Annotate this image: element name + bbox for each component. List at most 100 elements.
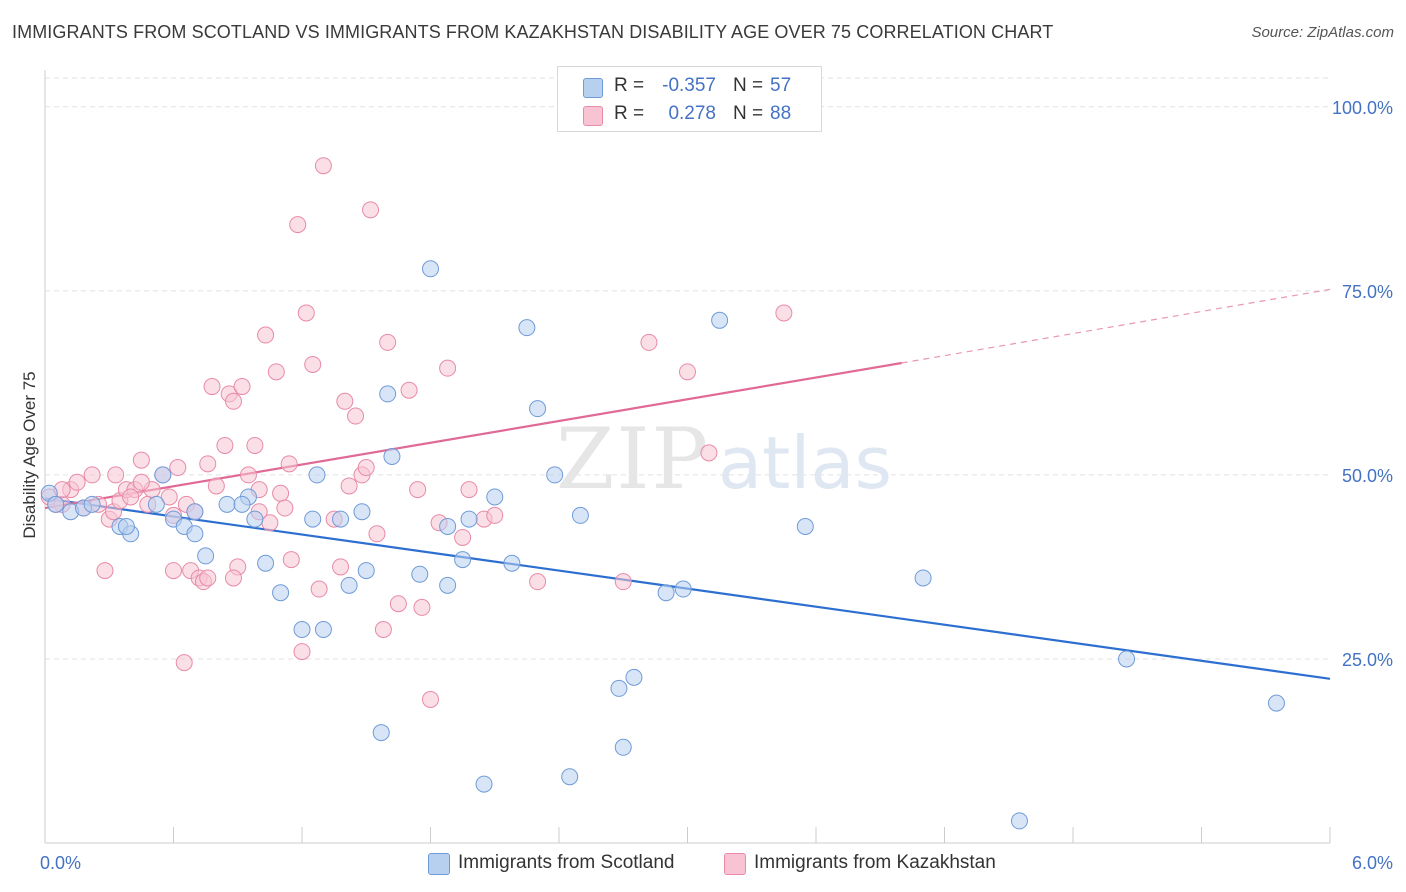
kazakhstan-point xyxy=(332,558,350,576)
scotland-point xyxy=(439,576,457,594)
axes xyxy=(44,70,1331,844)
scotland-point xyxy=(674,580,692,598)
legend-label: Immigrants from Scotland xyxy=(458,852,675,873)
scotland-point xyxy=(379,385,397,403)
kazakhstan-point xyxy=(233,378,251,396)
kazakhstan-point xyxy=(340,477,358,495)
scotland-point xyxy=(372,724,390,742)
watermark-zip: ZIP xyxy=(556,410,710,508)
kazakhstan-trendline xyxy=(44,361,902,510)
scotland-point xyxy=(304,510,322,528)
kazakhstan-point xyxy=(169,459,187,477)
kazakhstan-point xyxy=(246,436,264,454)
scotland-point xyxy=(711,311,729,329)
y-tick-label: 100.0% xyxy=(1332,98,1393,118)
kazakhstan-point xyxy=(640,333,658,351)
kazakhstan-point xyxy=(454,528,472,546)
scotland-point xyxy=(314,621,332,639)
kazakhstan-point xyxy=(132,473,150,491)
legend-row-scotland: R = -0.357 N = 57 xyxy=(558,73,821,101)
kazakhstan-point xyxy=(460,481,478,499)
kazakhstan-legend-swatch xyxy=(724,853,746,875)
scotland-point xyxy=(1267,694,1285,712)
kazakhstan-point xyxy=(297,304,315,322)
scotland-point xyxy=(625,668,643,686)
kazakhstan-point xyxy=(362,201,380,219)
scotland-swatch xyxy=(583,78,603,98)
scotland-point xyxy=(383,448,401,465)
scotland-point xyxy=(293,621,311,639)
scotland-point xyxy=(83,495,101,513)
scotland-point xyxy=(186,503,204,521)
kazakhstan-point xyxy=(96,562,114,580)
watermark-atlas: atlas xyxy=(718,421,892,505)
n-label: N = xyxy=(733,75,764,96)
n-label: N = xyxy=(733,103,764,124)
scotland-point xyxy=(308,466,326,484)
kazakhstan-point xyxy=(374,621,392,639)
kazakhstan-point xyxy=(203,378,221,396)
kazakhstan-point xyxy=(409,481,427,499)
scotland-point xyxy=(914,569,932,587)
kazakhstan-point xyxy=(224,569,242,587)
scotland-point xyxy=(657,584,675,602)
kazakhstan-point xyxy=(280,455,298,473)
kazakhstan-point xyxy=(700,444,718,462)
scotland-point xyxy=(147,495,165,513)
scotland-point xyxy=(233,495,251,513)
scotland-point xyxy=(486,488,504,506)
scotland-point xyxy=(186,525,204,543)
kazakhstan-point xyxy=(199,455,217,473)
legend-row-kazakhstan: R = 0.278 N = 88 xyxy=(558,101,821,129)
kazakhstan-point xyxy=(310,580,328,598)
x-tick-label: 6.0% xyxy=(1352,853,1393,873)
chart-title: IMMIGRANTS FROM SCOTLAND VS IMMIGRANTS F… xyxy=(12,22,1054,42)
kazakhstan-point xyxy=(775,304,793,322)
source-label: Source: ZipAtlas.com xyxy=(1251,24,1394,41)
scotland-point xyxy=(340,576,358,594)
kazakhstan-point xyxy=(207,477,225,495)
kazakhstan-point xyxy=(257,326,275,344)
kazakhstan-point xyxy=(357,459,375,477)
scotland-point xyxy=(154,466,172,484)
kazakhstan-point xyxy=(276,499,294,517)
kazakhstan-point xyxy=(368,525,386,543)
kazakhstan-point xyxy=(486,506,504,524)
y-tick-label: 25.0% xyxy=(1342,650,1393,670)
scotland-point xyxy=(475,775,493,793)
scotland-point xyxy=(117,517,135,535)
scotland-point xyxy=(460,510,478,528)
kazakhstan-point xyxy=(107,466,125,484)
kazakhstan-point xyxy=(239,466,257,484)
kazakhstan-point xyxy=(199,569,217,587)
scotland-point xyxy=(257,554,275,572)
kazakhstan-point xyxy=(224,392,242,410)
kazakhstan-point xyxy=(336,392,354,410)
scotland-point xyxy=(353,503,371,521)
kazakhstan-point xyxy=(132,451,150,469)
kazakhstan-point xyxy=(314,157,332,175)
scotland-point xyxy=(518,319,536,337)
scotland-point xyxy=(796,517,814,535)
kazakhstan-point xyxy=(304,355,322,373)
scotland-point xyxy=(561,768,579,786)
kazakhstan-point xyxy=(379,333,397,351)
scotland-point xyxy=(246,510,264,528)
scotland-point xyxy=(614,738,632,756)
scotland-point xyxy=(47,495,65,513)
kazakhstan-point xyxy=(347,407,365,425)
scotland-point xyxy=(218,495,236,513)
r-label: R = xyxy=(614,75,645,96)
y-tick-label: 50.0% xyxy=(1342,466,1393,486)
scotland-point xyxy=(439,517,457,535)
kazakhstan-point xyxy=(679,363,696,381)
n-value: 57 xyxy=(770,75,792,96)
kazakhstan-point xyxy=(439,359,457,377)
data-points xyxy=(40,98,1285,830)
scotland-point xyxy=(454,551,472,569)
kazakhstan-point xyxy=(422,690,439,708)
kazakhstan-point xyxy=(122,488,140,506)
kazakhstan-point xyxy=(272,484,290,502)
kazakhstan-trendline-extension xyxy=(901,288,1331,364)
